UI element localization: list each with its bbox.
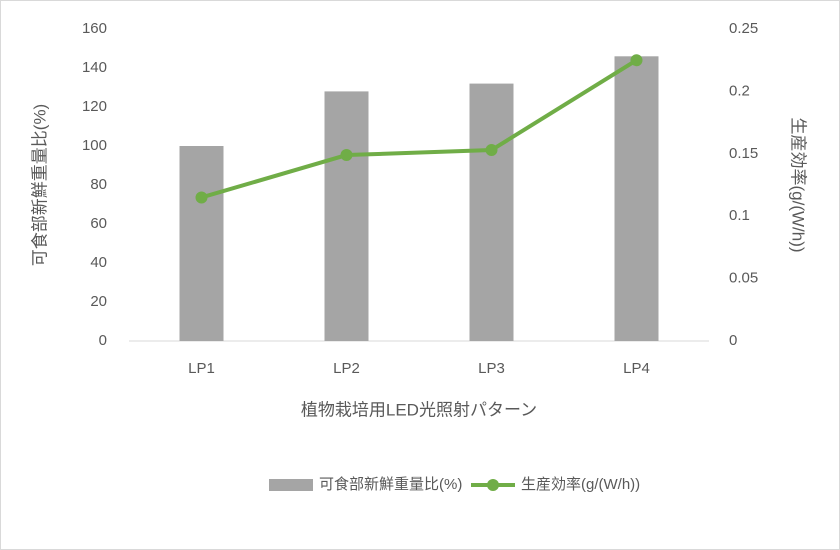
y2-tick-label: 0.05 — [729, 270, 758, 287]
marker — [485, 144, 498, 157]
bar — [469, 83, 514, 341]
y2-tick-label: 0.15 — [729, 145, 758, 162]
x-tick-label: LP4 — [623, 360, 650, 377]
y2-tick-label: 0.2 — [729, 82, 750, 99]
y-tick-label: 60 — [90, 215, 107, 232]
y-axis-title: 可食部新鮮重量比(%) — [30, 104, 49, 266]
y2-tick-label: 0 — [729, 332, 737, 349]
bar — [324, 91, 369, 342]
legend-swatch — [269, 479, 313, 491]
y-tick-label: 100 — [82, 137, 107, 154]
x-tick-label: LP2 — [333, 360, 360, 377]
y2-tick-label: 0.1 — [729, 207, 750, 224]
y-tick-label: 140 — [82, 59, 107, 76]
y-tick-label: 160 — [82, 20, 107, 37]
y2-tick-label: 0.25 — [729, 20, 758, 37]
legend-label: 生産効率(g/(W/h)) — [521, 476, 641, 493]
marker — [630, 54, 643, 67]
x-axis-title: 植物栽培用LED光照射パターン — [301, 400, 537, 419]
bar — [614, 56, 659, 342]
legend-label: 可食部新鮮重量比(%) — [319, 476, 463, 493]
y-tick-label: 0 — [99, 332, 107, 349]
y-tick-label: 120 — [82, 98, 107, 115]
bar — [179, 146, 224, 341]
legend-item: 可食部新鮮重量比(%) — [269, 469, 469, 501]
x-tick-label: LP3 — [478, 360, 505, 377]
line — [200, 58, 638, 200]
marker — [340, 149, 353, 162]
marker — [195, 191, 208, 204]
y-tick-label: 40 — [90, 254, 107, 271]
x-tick-label: LP1 — [188, 360, 215, 377]
y-tick-label: 80 — [90, 176, 107, 193]
y2-axis-title: 生産効率(g/(W/h)) — [789, 117, 808, 252]
y-tick-label: 20 — [90, 293, 107, 310]
legend-swatch — [471, 479, 515, 491]
legend-marker — [487, 479, 499, 491]
legend-item: 生産効率(g/(W/h)) — [471, 469, 641, 501]
